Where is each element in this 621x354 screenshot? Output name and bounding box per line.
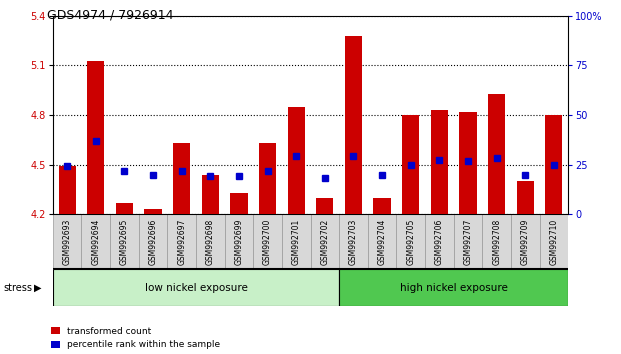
Bar bbox=[58, 166, 76, 214]
Bar bbox=[540, 214, 568, 269]
Bar bbox=[345, 36, 362, 214]
Bar bbox=[53, 214, 81, 269]
Bar bbox=[488, 93, 505, 214]
Bar bbox=[288, 107, 305, 214]
Text: GSM992694: GSM992694 bbox=[91, 218, 100, 265]
Text: GSM992698: GSM992698 bbox=[206, 218, 215, 265]
Bar bbox=[373, 198, 391, 214]
Legend: transformed count, percentile rank within the sample: transformed count, percentile rank withi… bbox=[51, 327, 220, 349]
Bar bbox=[517, 181, 534, 214]
Text: GSM992705: GSM992705 bbox=[406, 218, 415, 265]
Text: GSM992696: GSM992696 bbox=[148, 218, 158, 265]
Text: ▶: ▶ bbox=[34, 282, 42, 293]
Bar bbox=[454, 214, 483, 269]
Text: GSM992695: GSM992695 bbox=[120, 218, 129, 265]
Text: stress: stress bbox=[3, 282, 32, 293]
Bar bbox=[53, 269, 339, 306]
Bar bbox=[545, 115, 563, 214]
Bar bbox=[167, 214, 196, 269]
Bar bbox=[511, 214, 540, 269]
Text: GSM992702: GSM992702 bbox=[320, 218, 329, 265]
Text: low nickel exposure: low nickel exposure bbox=[145, 282, 247, 293]
Text: GDS4974 / 7926914: GDS4974 / 7926914 bbox=[47, 9, 173, 22]
Bar bbox=[173, 143, 190, 214]
Bar bbox=[145, 209, 161, 214]
Bar bbox=[483, 214, 511, 269]
Text: GSM992703: GSM992703 bbox=[349, 218, 358, 265]
Bar bbox=[259, 143, 276, 214]
Text: GSM992706: GSM992706 bbox=[435, 218, 444, 265]
Text: GSM992701: GSM992701 bbox=[292, 218, 301, 265]
Bar bbox=[110, 214, 138, 269]
Bar bbox=[202, 175, 219, 214]
Text: GSM992699: GSM992699 bbox=[234, 218, 243, 265]
Text: GSM992697: GSM992697 bbox=[177, 218, 186, 265]
Bar bbox=[230, 193, 248, 214]
Text: GSM992700: GSM992700 bbox=[263, 218, 272, 265]
Bar bbox=[310, 214, 339, 269]
Bar bbox=[339, 269, 568, 306]
Bar bbox=[425, 214, 454, 269]
Bar bbox=[402, 115, 419, 214]
Bar bbox=[196, 214, 225, 269]
Bar bbox=[396, 214, 425, 269]
Text: GSM992704: GSM992704 bbox=[378, 218, 387, 265]
Bar bbox=[81, 214, 110, 269]
Text: GSM992693: GSM992693 bbox=[63, 218, 71, 265]
Bar bbox=[116, 202, 133, 214]
Text: GSM992708: GSM992708 bbox=[492, 218, 501, 265]
Text: GSM992709: GSM992709 bbox=[521, 218, 530, 265]
Bar bbox=[368, 214, 396, 269]
Bar bbox=[460, 112, 476, 214]
Bar bbox=[138, 214, 167, 269]
Text: high nickel exposure: high nickel exposure bbox=[400, 282, 507, 293]
Bar bbox=[339, 214, 368, 269]
Text: GSM992710: GSM992710 bbox=[550, 218, 558, 265]
Text: GSM992707: GSM992707 bbox=[463, 218, 473, 265]
Bar bbox=[431, 110, 448, 214]
Bar bbox=[282, 214, 310, 269]
Bar bbox=[87, 61, 104, 214]
Bar bbox=[225, 214, 253, 269]
Bar bbox=[316, 198, 333, 214]
Bar bbox=[253, 214, 282, 269]
